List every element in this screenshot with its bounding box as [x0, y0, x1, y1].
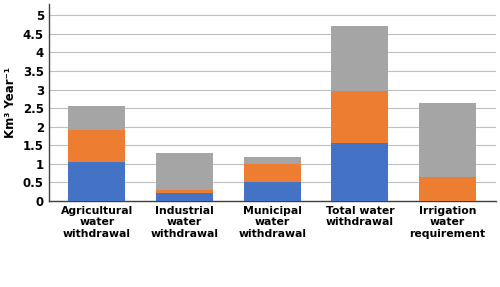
Bar [68, 162, 126, 201]
Bar [332, 26, 388, 91]
Bar [68, 130, 126, 162]
Bar [244, 157, 301, 164]
Bar [244, 182, 301, 201]
Bar [332, 91, 388, 144]
Bar [68, 106, 126, 130]
Y-axis label: Km³ Year⁻¹: Km³ Year⁻¹ [4, 67, 17, 138]
Bar [156, 153, 213, 190]
Bar [156, 190, 213, 193]
Bar [419, 177, 476, 201]
Bar [244, 164, 301, 182]
Bar [156, 193, 213, 201]
Bar [419, 102, 476, 177]
Bar [332, 144, 388, 201]
